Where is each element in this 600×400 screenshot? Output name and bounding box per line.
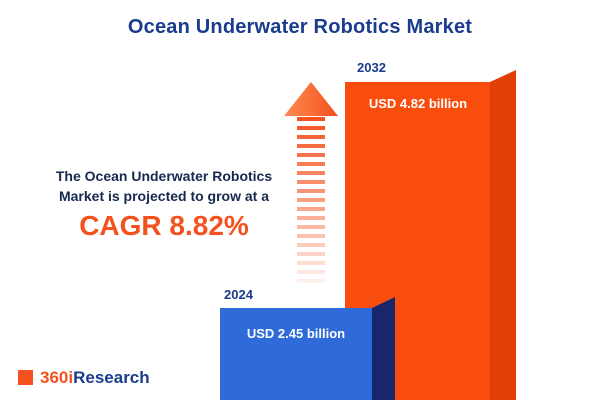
logo: 360iResearch [18,369,150,386]
logo-text-prefix: 360i [40,368,74,387]
logo-text: 360iResearch [40,369,150,386]
logo-text-suffix: Research [73,368,150,387]
bar-2032-side [490,70,516,400]
bar-label-2032: 2032 [357,60,386,75]
growth-text-line1: The Ocean Underwater Robotics [55,168,273,184]
bar-2024-side [372,297,395,400]
page-title: Ocean Underwater Robotics Market [127,16,473,38]
growth-description: The Ocean Underwater Robotics Market is … [28,166,300,241]
bar-2024-front [220,308,372,400]
bar-label-2024: 2024 [224,287,253,302]
growth-text-line2: Market is projected to grow at a [58,188,270,204]
cagr-text: CAGR 8.82% [79,210,249,241]
up-arrow-dashed-shaft [297,117,325,287]
bar-value-2032: USD 4.82 billion [368,96,468,111]
up-arrow-icon [284,82,338,116]
up-arrow-head [284,82,338,116]
bar-value-2024: USD 2.45 billion [246,326,346,341]
logo-mark-icon [18,370,33,385]
